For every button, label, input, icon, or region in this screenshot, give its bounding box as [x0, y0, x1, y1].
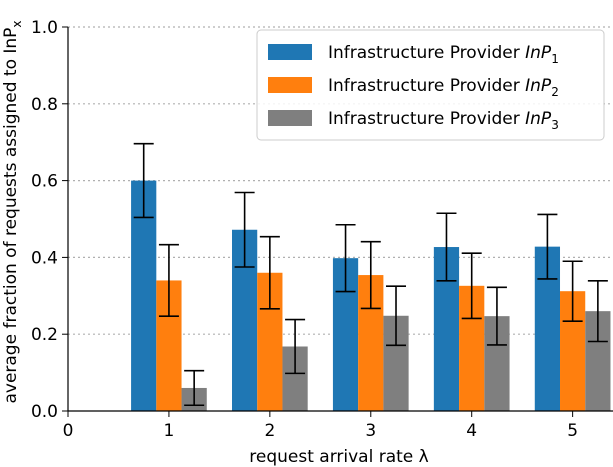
x-axis-label: request arrival rate λ — [249, 447, 428, 467]
legend-swatch-3 — [268, 110, 312, 126]
legend-label-1: Infrastructure Provider InP1 — [328, 43, 559, 66]
legend-label-3: Infrastructure Provider InP3 — [328, 109, 559, 132]
error-bars — [133, 142, 608, 407]
legend-frame — [256, 29, 605, 141]
y-axis-label-main: average fraction of requests assigned to… — [1, 28, 21, 404]
x-tick-label-2: 2 — [264, 421, 275, 441]
x-tick-label-3: 3 — [365, 421, 376, 441]
legend-label-2: Infrastructure Provider InP2 — [328, 76, 559, 99]
x-tick-label-5: 5 — [567, 421, 578, 441]
x-tick-label-0: 0 — [63, 421, 74, 441]
legend-swatch-1 — [268, 44, 312, 60]
y-tick-label-5: 1.0 — [31, 18, 58, 38]
bars — [131, 180, 611, 411]
y-tick-label-3: 0.6 — [31, 172, 58, 192]
bar-s1-1 — [131, 180, 157, 411]
x-tick-label-1: 1 — [164, 421, 175, 441]
y-axis-label-subscript: x — [10, 20, 24, 27]
x-tick-label-4: 4 — [466, 421, 477, 441]
legend: Infrastructure Provider InP1 Infrastructu… — [256, 29, 605, 141]
y-tick-label-4: 0.8 — [31, 95, 58, 115]
y-axis-label: average fraction of requests assigned to… — [1, 20, 24, 403]
axes — [67, 27, 613, 412]
y-ticks: 0.0 0.2 0.4 0.6 0.8 1.0 — [31, 18, 68, 422]
legend-swatch-2 — [268, 77, 312, 93]
x-ticks: 0 1 2 3 4 5 — [63, 411, 578, 441]
y-tick-label-0: 0.0 — [31, 402, 58, 422]
y-tick-label-1: 0.2 — [31, 325, 58, 345]
y-tick-label-2: 0.4 — [31, 248, 58, 268]
